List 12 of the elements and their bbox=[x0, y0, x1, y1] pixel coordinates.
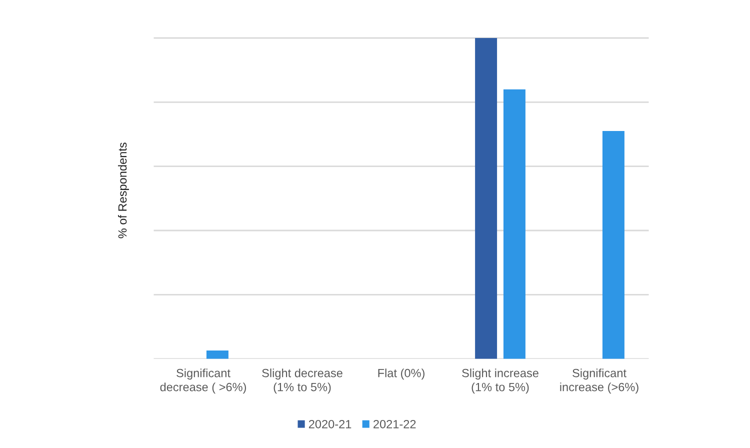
x-tick-label: Significant increase (>6%) bbox=[560, 368, 638, 394]
x-tick-label: Slight increase (1% to 5%) bbox=[462, 368, 538, 394]
bar bbox=[602, 131, 624, 359]
bar bbox=[475, 38, 498, 359]
legend-label: 2020-21 bbox=[308, 420, 352, 428]
bar bbox=[206, 350, 228, 359]
bar bbox=[503, 89, 526, 359]
legend-label: 2021-22 bbox=[374, 420, 416, 428]
y-axis-title: % of Respondents bbox=[118, 142, 129, 238]
x-tick-label: Significant decrease ( >6%) bbox=[160, 368, 246, 394]
x-tick-label: Slight decrease (1% to 5%) bbox=[262, 368, 342, 394]
x-tick-label: Flat (0%) bbox=[378, 368, 424, 380]
